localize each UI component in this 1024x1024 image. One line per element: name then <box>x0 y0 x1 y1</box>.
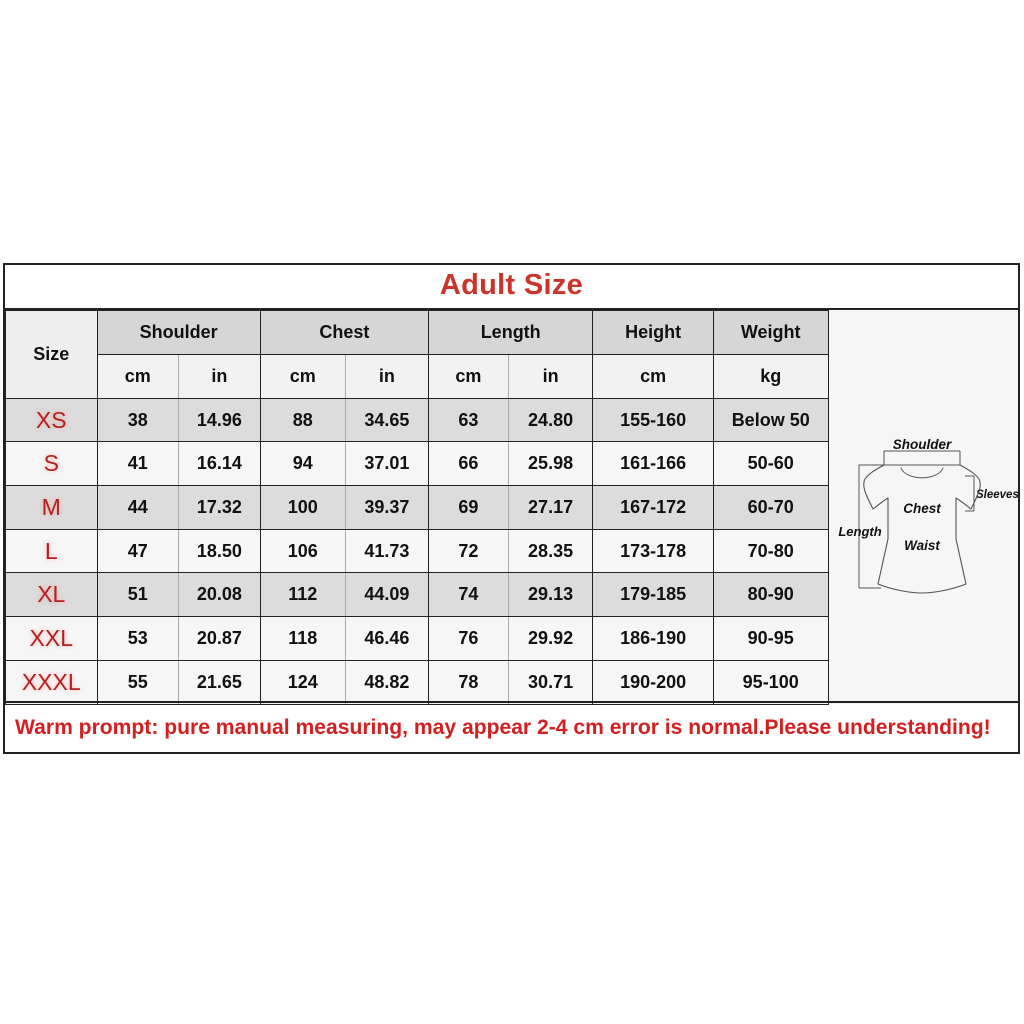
svg-text:Sleeves: Sleeves <box>976 489 1019 501</box>
svg-text:Chest: Chest <box>903 501 941 516</box>
svg-text:Shoulder: Shoulder <box>892 437 951 452</box>
svg-text:Waist: Waist <box>904 538 940 553</box>
svg-text:Length: Length <box>838 524 881 539</box>
